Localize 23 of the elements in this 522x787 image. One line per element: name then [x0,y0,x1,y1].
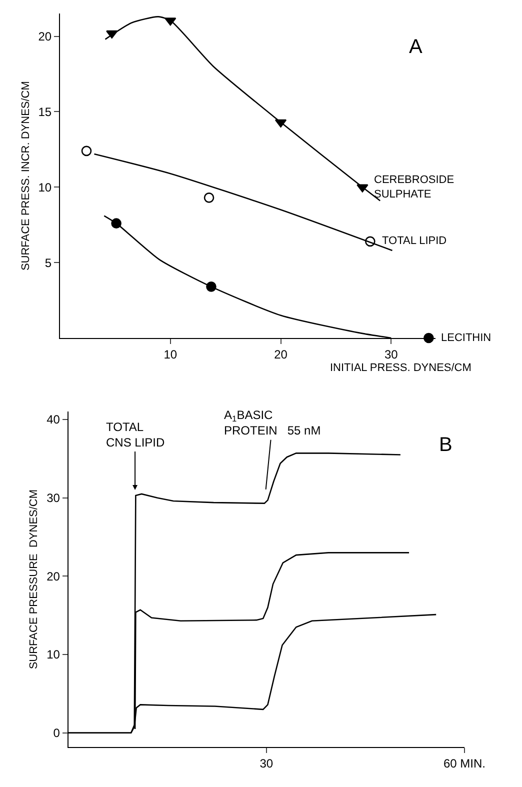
annotation: A [409,36,423,58]
y-tick-label: 20 [38,30,52,44]
annotation: B [439,434,452,456]
annotation: A$_{1}$BASIC PROTEIN 55 nM [224,408,321,438]
y-tick-label: 30 [46,491,60,506]
y-tick-label: 20 [46,569,60,584]
x-tick-label: 30 [384,347,398,362]
y-tick-label: 10 [46,648,60,662]
x-tick-label: 60 MIN. [443,756,486,770]
y-tick-label: 10 [38,180,52,194]
x-tick-label: 10 [164,347,178,362]
y-tick-label: 0 [53,726,60,740]
y-axis-title: SURFACE PRESS. INCR. DYNES/CM [20,81,32,271]
y-tick-label: 40 [46,412,60,427]
annotation: TOTAL CNS LIPID [106,420,166,450]
x-tick-label: 20 [274,347,288,362]
series-label: CEREBROSIDE SULPHATE [374,174,454,200]
y-tick-label: 5 [44,256,52,270]
x-axis-title: INITIAL PRESS. DYNES/CM [330,362,472,374]
y-axis-title: SURFACE PRESSURE DYNES/CM [28,489,40,670]
y-tick-label: 15 [38,104,52,119]
series-label: TOTAL LIPID [382,235,447,247]
series-label: LECITHIN [441,332,492,344]
